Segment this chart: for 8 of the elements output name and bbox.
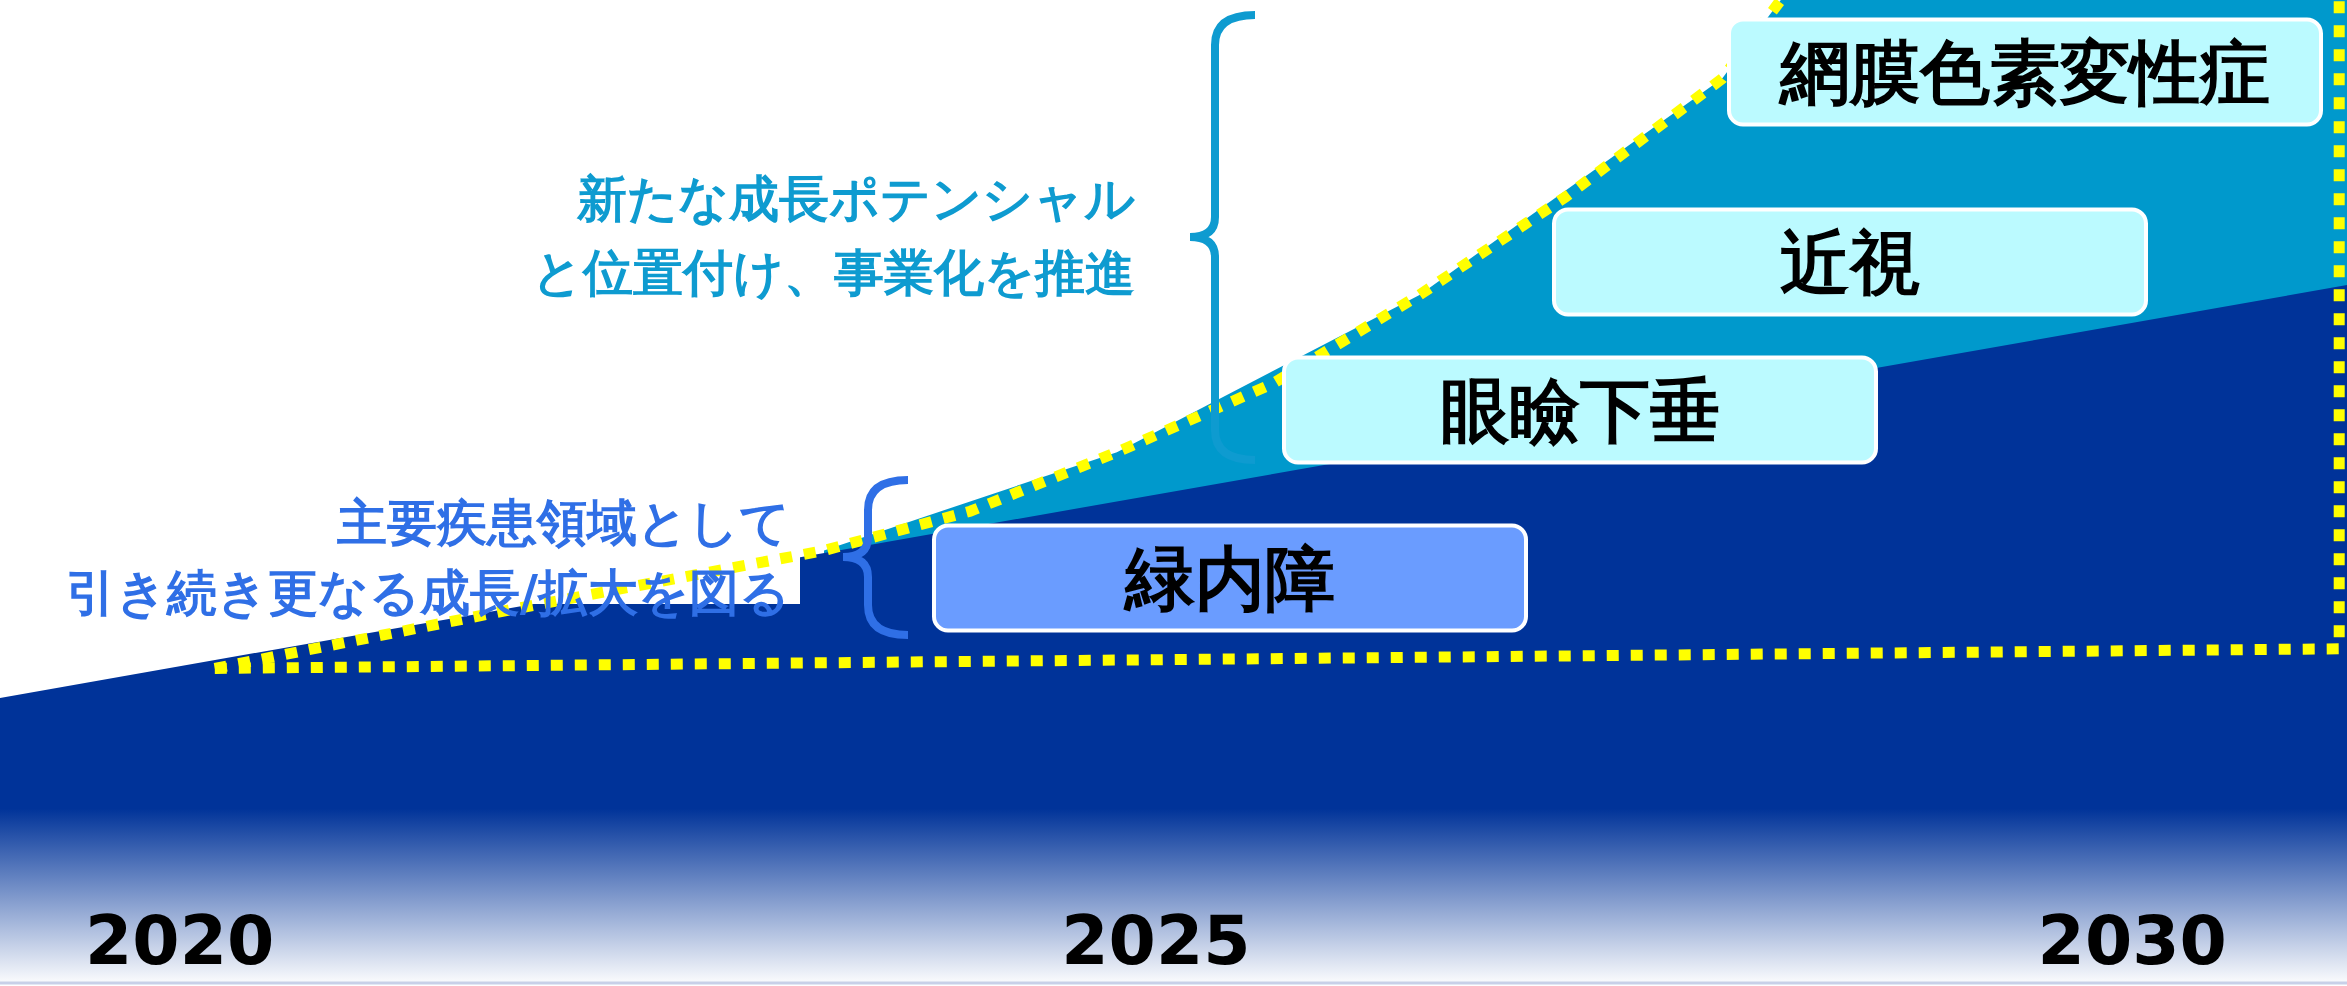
x-tick-label: 2030 bbox=[2037, 901, 2227, 980]
annotation: 新たな成長ポテンシャルと位置付け、事業化を推進 bbox=[532, 170, 1135, 302]
annotation: 緑内障 bbox=[1123, 538, 1335, 620]
annotation: 近視 bbox=[1780, 222, 1920, 304]
annotation: 眼瞼下垂 bbox=[1440, 370, 1720, 452]
annotation: 網膜色素変性症 bbox=[1778, 32, 2270, 114]
x-tick-label: 2020 bbox=[85, 901, 275, 980]
x-tick-label: 2025 bbox=[1061, 901, 1251, 980]
